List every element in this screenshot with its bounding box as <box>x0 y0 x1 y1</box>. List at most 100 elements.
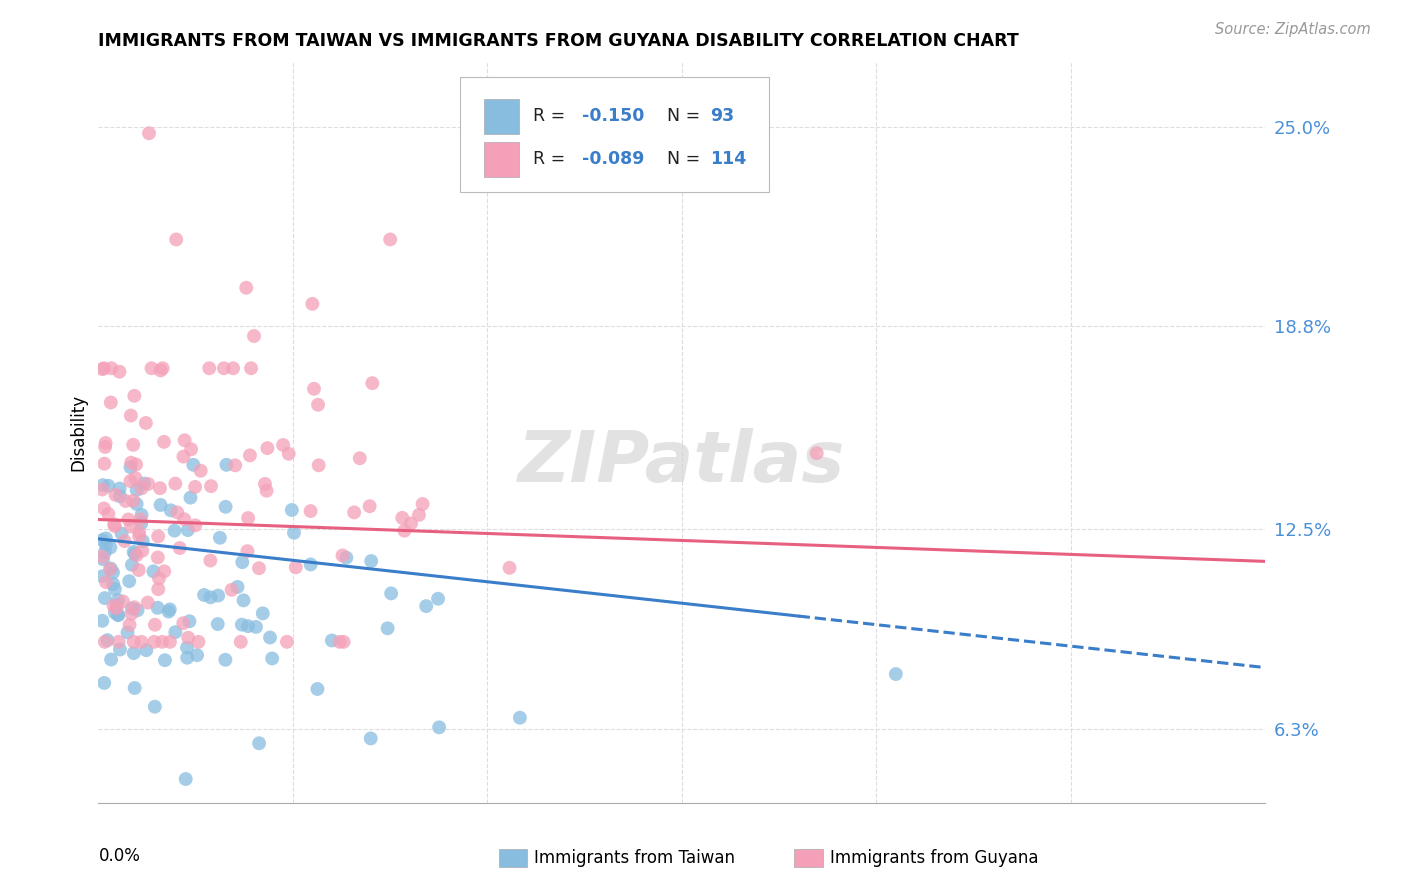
Text: R =: R = <box>533 151 571 169</box>
Point <box>262 651 284 665</box>
Point <box>141 361 163 376</box>
Point <box>125 458 148 472</box>
Point <box>127 603 149 617</box>
Point <box>143 699 166 714</box>
Point <box>117 512 139 526</box>
Point <box>104 488 127 502</box>
Point <box>308 458 330 473</box>
Point <box>301 297 323 311</box>
Point <box>360 554 382 568</box>
Point <box>179 614 201 628</box>
Point <box>332 635 354 649</box>
Text: Immigrants from Taiwan: Immigrants from Taiwan <box>534 849 735 867</box>
Point <box>146 600 169 615</box>
Point <box>132 533 155 548</box>
Point <box>302 382 325 396</box>
Point <box>243 329 266 343</box>
Point <box>349 451 371 466</box>
Point <box>284 560 307 574</box>
Point <box>120 474 142 488</box>
Point <box>131 508 153 522</box>
Point <box>193 588 215 602</box>
Point <box>103 599 125 613</box>
Point <box>176 640 198 655</box>
Point <box>180 442 202 457</box>
Point <box>281 503 304 517</box>
Point <box>121 601 143 615</box>
Point <box>131 635 153 649</box>
Point <box>117 625 139 640</box>
Point <box>271 438 294 452</box>
Text: 114: 114 <box>710 151 747 169</box>
FancyBboxPatch shape <box>484 99 519 134</box>
Point <box>122 438 145 452</box>
Point <box>165 625 187 640</box>
Point <box>190 464 212 478</box>
Point <box>148 582 170 596</box>
Point <box>128 563 150 577</box>
Point <box>427 591 450 606</box>
Point <box>394 524 416 538</box>
Point <box>93 501 115 516</box>
Point <box>235 281 257 295</box>
Point <box>108 482 131 496</box>
Point <box>247 736 270 750</box>
Point <box>157 605 180 619</box>
FancyBboxPatch shape <box>460 78 769 192</box>
Point <box>149 363 172 377</box>
Point <box>329 635 352 649</box>
Point <box>125 483 148 497</box>
Point <box>498 561 520 575</box>
Point <box>277 447 299 461</box>
Point <box>120 456 142 470</box>
Point <box>172 450 194 464</box>
Point <box>100 541 122 555</box>
Point <box>111 526 134 541</box>
Text: N =: N = <box>666 107 706 126</box>
Point <box>360 731 382 746</box>
Point <box>128 525 150 540</box>
Point <box>91 614 114 628</box>
Point <box>97 507 120 521</box>
FancyBboxPatch shape <box>484 142 519 178</box>
Point <box>103 517 125 532</box>
Point <box>114 534 136 549</box>
Point <box>94 440 117 454</box>
Point <box>128 530 150 544</box>
Point <box>183 458 205 472</box>
Point <box>94 545 117 559</box>
Point <box>103 577 125 591</box>
Point <box>94 635 117 649</box>
Point <box>236 544 259 558</box>
Point <box>412 497 434 511</box>
Point <box>163 524 186 538</box>
Point <box>97 479 120 493</box>
Point <box>299 558 322 572</box>
Text: -0.150: -0.150 <box>582 107 644 126</box>
Point <box>100 395 122 409</box>
Point <box>231 555 253 569</box>
Point <box>149 498 172 512</box>
Point <box>226 580 249 594</box>
Point <box>129 512 152 526</box>
Point <box>122 545 145 559</box>
Point <box>96 633 118 648</box>
Point <box>105 601 128 615</box>
Point <box>146 529 169 543</box>
Point <box>107 607 129 622</box>
Point <box>107 608 129 623</box>
Point <box>153 565 176 579</box>
Point <box>107 635 129 649</box>
Point <box>131 543 153 558</box>
Point <box>361 376 384 391</box>
Point <box>107 593 129 607</box>
Point <box>276 635 298 649</box>
Point <box>212 361 235 376</box>
Point <box>91 362 114 376</box>
Point <box>118 574 141 589</box>
Point <box>198 361 221 376</box>
Point <box>252 607 274 621</box>
Point <box>124 389 146 403</box>
Point <box>214 653 236 667</box>
Point <box>135 643 157 657</box>
